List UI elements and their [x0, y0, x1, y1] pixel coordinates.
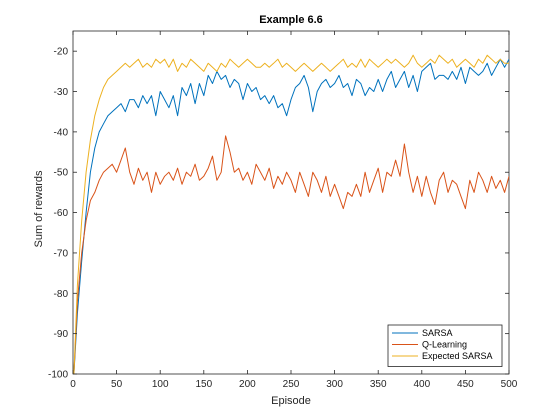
- x-tick-label: 200: [239, 379, 256, 390]
- y-tick-label: -80: [54, 289, 69, 300]
- series-line-q-learning: [73, 135, 509, 374]
- x-tick-label: 0: [70, 379, 76, 390]
- series-group: [73, 54, 509, 374]
- x-tick-label: 50: [111, 379, 123, 390]
- x-axis-label: Episode: [271, 395, 311, 407]
- x-tick-label: 400: [413, 379, 430, 390]
- y-tick-label: -60: [54, 208, 69, 219]
- x-tick-label: 350: [370, 379, 387, 390]
- y-tick-label: -30: [54, 87, 69, 98]
- x-tick-label: 450: [457, 379, 474, 390]
- x-tick-label: 500: [501, 379, 518, 390]
- legend-box: [387, 324, 503, 367]
- y-tick-label: -40: [54, 127, 69, 138]
- x-tick-label: 150: [195, 379, 212, 390]
- axes-box: [72, 30, 510, 375]
- y-tick-label: -70: [54, 248, 69, 259]
- x-tick-label: 100: [152, 379, 169, 390]
- y-tick-label: -100: [48, 370, 68, 381]
- series-line-expected-sarsa: [73, 54, 509, 374]
- legend-entry: Expected SARSA: [422, 351, 493, 361]
- legend-entry: SARSA: [422, 328, 453, 338]
- x-tick-label: 300: [326, 379, 343, 390]
- y-tick-label: -50: [54, 168, 69, 179]
- y-axis-label: Sum of rewards: [33, 170, 45, 248]
- y-tick-label: -90: [54, 329, 69, 340]
- x-tick-label: 250: [283, 379, 300, 390]
- legend-entry: Q-Learning: [422, 340, 467, 350]
- plot-area: 0 50 100 150 200 250 300 350 400 450 500 -100 -90 -80…: [48, 30, 518, 390]
- series-line-sarsa: [73, 58, 509, 374]
- chart-title: Example 6.6: [259, 14, 323, 26]
- y-tick-label: -20: [54, 47, 69, 58]
